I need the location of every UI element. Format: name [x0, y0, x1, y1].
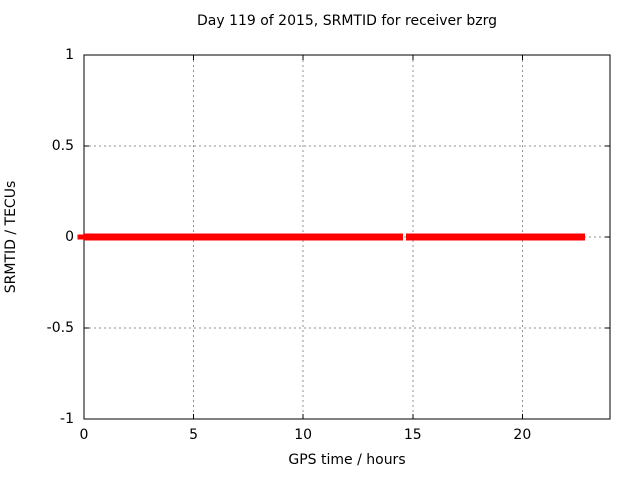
y-tick-label--0.5: -0.5 [46, 320, 74, 336]
y-tick-label-1: 1 [65, 47, 74, 63]
x-tick-label-20: 20 [513, 427, 532, 443]
x-tick-label-0: 0 [79, 427, 89, 443]
data-line-segment [406, 233, 585, 241]
data-line-segment [84, 233, 403, 241]
x-axis-label: GPS time / hours [288, 452, 406, 468]
y-tick-label-0: 0 [65, 229, 74, 245]
x-tick-label-10: 10 [294, 427, 313, 443]
chart-title: Day 119 of 2015, SRMTID for receiver bzr… [196, 13, 498, 29]
x-tick-label-5: 5 [189, 427, 199, 443]
x-tick-label-15: 15 [403, 427, 422, 443]
y-tick-label--1: -1 [60, 411, 74, 427]
series-left-overhang [77, 234, 84, 240]
y-tick-label-0.5: 0.5 [51, 138, 74, 154]
